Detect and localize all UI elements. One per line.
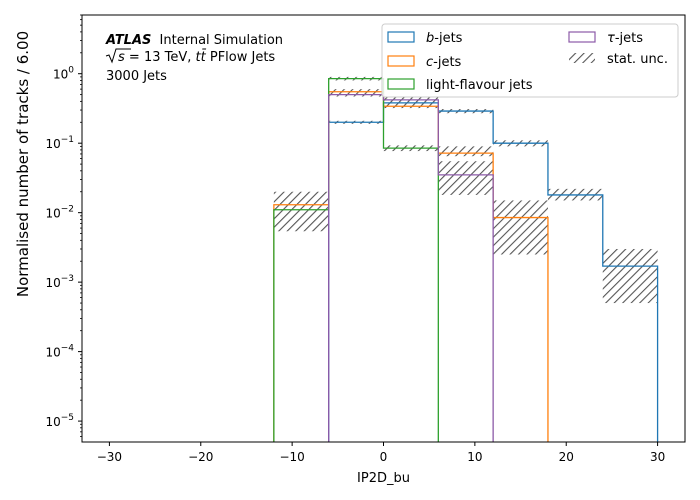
- y-axis: 10−5 10−4 10−3 10−2 10−1 100: [45, 14, 82, 437]
- legend-swatch-stat-unc: [569, 53, 595, 63]
- x-tick-label-4: 10: [467, 450, 482, 464]
- legend-box: [381, 23, 679, 98]
- series-line-c-jets: [273, 91, 549, 442]
- sqrt-s-text: s: [118, 50, 125, 65]
- x-tick-label-1: −20: [188, 450, 213, 464]
- x-axis-label: IP2D_bu: [357, 471, 410, 486]
- x-tick-label-0: −30: [97, 450, 122, 464]
- legend-entry-b-jets: b-jets: [387, 31, 463, 46]
- x-tick-label-2: −10: [279, 450, 304, 464]
- legend-swatch-tau-jets: [568, 31, 596, 43]
- x-axis: −30 −20 −10 0 10 20 30: [97, 442, 665, 464]
- legend-entry-light-flavour-jets: light-flavour jets: [387, 78, 533, 93]
- series-line-light-flavour-jets: [273, 77, 439, 442]
- sqrt-symbol: [105, 48, 131, 64]
- legend-label-c-jets: c-jets: [426, 55, 462, 70]
- y-tick-label-3: 10−2: [45, 205, 74, 221]
- legend-entry-tau-jets: τ-jets: [568, 31, 643, 46]
- x-tick-label-3: 0: [380, 450, 388, 464]
- y-tick-label-5: 100: [53, 66, 74, 82]
- jet-collection-text: PFlow Jets: [206, 50, 276, 65]
- stat-unc-band-6: [438, 161, 494, 195]
- ttbar-text: tt̄: [196, 50, 207, 65]
- atlas-label-line: ATLAS Internal Simulation: [105, 33, 283, 48]
- legend-swatch-b-jets: [387, 31, 415, 43]
- energy-text: s = 13 TeV, tt̄ PFlow Jets: [118, 50, 275, 65]
- legend-label-stat-unc: stat. unc.: [607, 52, 668, 67]
- legend-entry-stat-unc: stat. unc.: [569, 52, 668, 67]
- series-c-jets: [273, 91, 549, 442]
- series-light-flavour-jets: [273, 77, 439, 442]
- y-tick-label-0: 10−5: [45, 413, 74, 429]
- legend-label-tau-jets: τ-jets: [607, 31, 643, 46]
- energy-value-text: = 13 TeV,: [125, 50, 196, 65]
- legend-swatch-c-jets: [387, 55, 415, 67]
- y-tick-label-4: 10−1: [45, 135, 74, 151]
- legend-label-b-jets: b-jets: [426, 31, 463, 46]
- x-tick-label-5: 20: [559, 450, 574, 464]
- series-line-tau-jets: [328, 93, 494, 442]
- y-tick-label-1: 10−4: [45, 344, 74, 360]
- y-axis-label: Normalised number of tracks / 6.00: [14, 31, 32, 297]
- stat-unc-band-7: [438, 146, 494, 157]
- stat-unc-band-2: [328, 89, 384, 97]
- stat-unc-band-9: [493, 200, 548, 255]
- y-tick-label-2: 10−3: [45, 274, 74, 290]
- legend-swatch-light-flavour-jets: [387, 78, 415, 90]
- stat-unc-band-12: [602, 248, 658, 304]
- legend-label-light-flavour-jets: light-flavour jets: [426, 78, 533, 93]
- atlas-status-text: Internal Simulation: [160, 33, 283, 48]
- series-tau-jets: [328, 93, 494, 442]
- energy-line: s = 13 TeV, tt̄ PFlow Jets: [105, 48, 275, 65]
- legend-entry-c-jets: c-jets: [387, 55, 462, 70]
- x-tick-label-6: 30: [650, 450, 665, 464]
- jet-count-text: 3000 Jets: [106, 69, 167, 84]
- info-annotation: ATLAS Internal Simulation s = 13 TeV, tt…: [105, 33, 283, 84]
- atlas-logo-text: ATLAS: [105, 33, 151, 48]
- legend: b-jets c-jets light-flavour jets τ-jets sta…: [381, 23, 679, 98]
- histogram-series: [273, 77, 659, 442]
- stat-unc-band-0: [273, 191, 329, 232]
